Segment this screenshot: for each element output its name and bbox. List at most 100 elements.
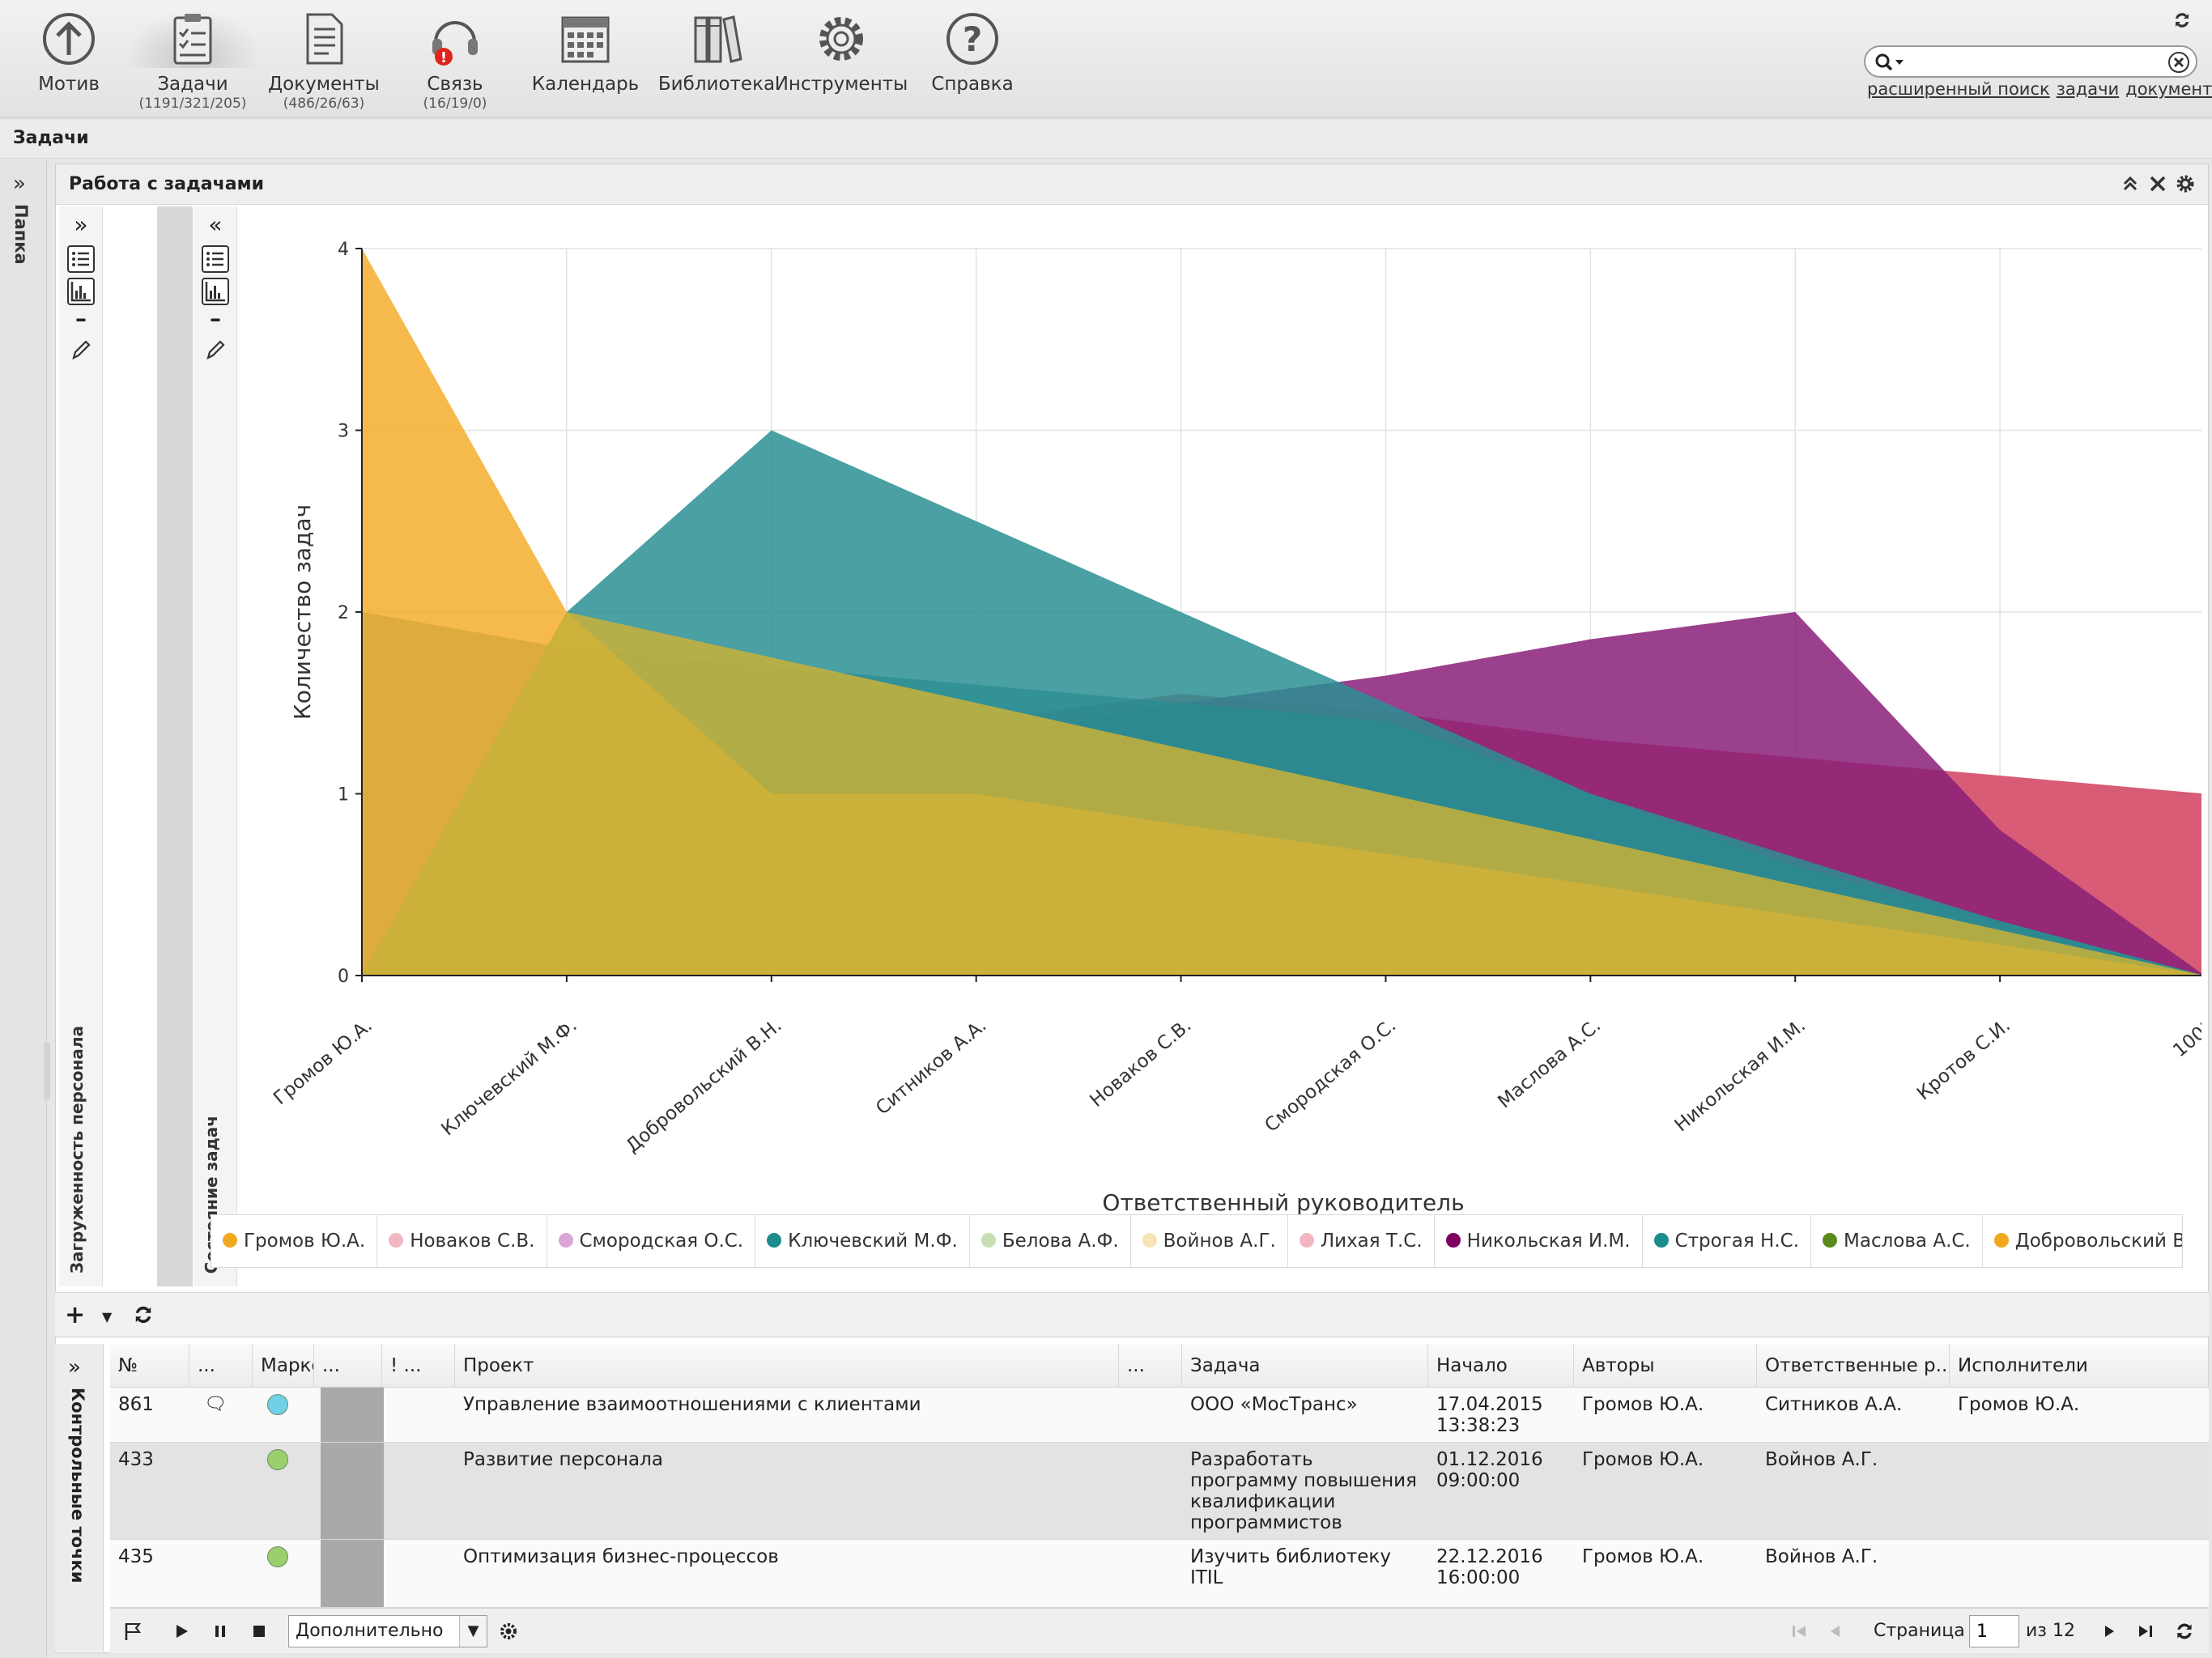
prev-page-icon[interactable]: [1823, 1620, 1846, 1643]
toolbar-button-label: Календарь: [531, 74, 640, 95]
chart-view-icon[interactable]: [67, 278, 95, 305]
column-header[interactable]: Задача: [1182, 1344, 1428, 1388]
search-icon[interactable]: [1874, 52, 1906, 73]
pause-icon[interactable]: [209, 1620, 232, 1643]
column-header[interactable]: ...: [1119, 1344, 1182, 1388]
toolbar-button-3[interactable]: ! Связь (16/19/0): [386, 10, 524, 112]
temperature-cell: [321, 1443, 384, 1539]
toolbar-button-4[interactable]: Календарь: [517, 10, 654, 96]
workload-strip: » – Загруженность персонала: [59, 206, 103, 1286]
column-header[interactable]: Проект: [455, 1344, 1119, 1388]
legend-label: Войнов А.Г.: [1163, 1231, 1276, 1252]
legend-item[interactable]: Лихая Т.С.: [1288, 1215, 1435, 1267]
splitter-gutter[interactable]: [157, 206, 193, 1286]
refresh-icon[interactable]: [2173, 1620, 2196, 1643]
advanced-search-link[interactable]: расширенный поиск: [1867, 79, 2050, 99]
legend-item[interactable]: Войнов А.Г.: [1131, 1215, 1288, 1267]
list-view-icon[interactable]: [202, 245, 229, 273]
refresh-icon[interactable]: [2172, 10, 2193, 31]
toolbar-button-label: Библиотека: [657, 74, 776, 95]
legend-label: Белова А.Ф.: [1002, 1231, 1119, 1252]
toolbar-button-1[interactable]: Задачи (1191/321/205): [124, 10, 262, 112]
table-row[interactable]: 861 Управление взаимоотношениями с клиент…: [110, 1388, 2209, 1443]
column-header[interactable]: Ответственные р...: [1757, 1344, 1950, 1388]
table-row[interactable]: 433 Развитие персонала Разработать програм…: [110, 1443, 2209, 1540]
refresh-icon[interactable]: [131, 1303, 155, 1327]
minimize-icon[interactable]: –: [75, 305, 87, 332]
comment-icon[interactable]: 🗨: [204, 1394, 227, 1414]
y-tick-label: 0: [338, 967, 349, 987]
last-page-icon[interactable]: [2134, 1620, 2157, 1643]
page-number-input[interactable]: [1969, 1615, 2019, 1647]
folder-strip[interactable]: » Папка: [0, 160, 50, 1658]
toolbar-button-5[interactable]: Библиотека: [648, 10, 785, 96]
column-header[interactable]: Авторы: [1574, 1344, 1757, 1388]
legend-item[interactable]: Смородская О.С.: [547, 1215, 756, 1267]
legend-item[interactable]: Маслова А.С.: [1811, 1215, 1983, 1267]
search-box[interactable]: [1864, 45, 2197, 78]
x-tick-label: Смородская О.С.: [1261, 1015, 1400, 1137]
column-header[interactable]: ! ...: [382, 1344, 455, 1388]
cell-authors: Громов Ю.А.: [1582, 1449, 1704, 1470]
temperature-cell: [321, 1388, 384, 1442]
expand-right-icon[interactable]: »: [74, 211, 88, 238]
toolbar-button-counts: (486/26/63): [283, 96, 365, 112]
toolbar-button-counts: (16/19/0): [423, 96, 487, 112]
books-icon: [694, 15, 742, 63]
column-header[interactable]: ...: [189, 1344, 253, 1388]
legend-item[interactable]: Громов Ю.А.: [211, 1215, 378, 1267]
stop-icon[interactable]: [248, 1620, 270, 1643]
mode-select[interactable]: Дополнительно ▼: [288, 1615, 487, 1647]
control-points-strip[interactable]: » Контрольные точки: [55, 1344, 104, 1652]
column-header[interactable]: Исполнители: [1950, 1344, 2209, 1388]
chevron-down-icon[interactable]: ▼: [459, 1616, 487, 1647]
first-page-icon[interactable]: [1788, 1620, 1810, 1643]
folder-strip-label: Папка: [11, 204, 31, 265]
column-header[interactable]: №: [110, 1344, 189, 1388]
splitter-handle[interactable]: [44, 1043, 50, 1099]
expand-control-points-icon[interactable]: »: [68, 1355, 81, 1380]
legend-item[interactable]: Ключевский М.Ф.: [755, 1215, 970, 1267]
toolbar-button-6[interactable]: Инструменты: [772, 10, 910, 96]
collapse-up-icon[interactable]: [2119, 172, 2142, 195]
flag-icon[interactable]: [121, 1620, 144, 1643]
next-page-icon[interactable]: [2099, 1620, 2121, 1643]
tasks-search-link[interactable]: задачи: [2056, 79, 2120, 99]
section-title: Задачи: [13, 128, 89, 148]
legend-color-dot: [1653, 1233, 1669, 1248]
clear-search-icon[interactable]: [2168, 52, 2189, 73]
toolbar-button-2[interactable]: Документы (486/26/63): [255, 10, 393, 112]
gear-refresh-icon[interactable]: [497, 1620, 520, 1643]
section-bar: Задачи: [0, 120, 2212, 159]
edit-pencil-icon[interactable]: [202, 336, 229, 363]
legend-item[interactable]: Новаков С.В.: [377, 1215, 547, 1267]
search-input[interactable]: [1914, 50, 2157, 73]
column-header[interactable]: Марке: [253, 1344, 314, 1388]
add-button[interactable]: +: [65, 1301, 86, 1329]
legend-item[interactable]: Строгая Н.С.: [1643, 1215, 1812, 1267]
play-icon[interactable]: [170, 1620, 193, 1643]
close-icon[interactable]: [2146, 172, 2169, 195]
legend-item[interactable]: Добровольский В.Н.: [1983, 1215, 2182, 1267]
chart-area: 0 1 2 3 4 Громов Ю.А. Ключевский М.Ф. Доброволь…: [242, 206, 2201, 1286]
settings-gear-icon[interactable]: [2174, 172, 2197, 195]
cell-task: Изучить библиотеку ITIL: [1190, 1546, 1391, 1588]
column-header-label: ...: [322, 1355, 340, 1376]
toolbar-button-0[interactable]: Мотив: [0, 10, 138, 96]
collapse-left-icon[interactable]: «: [208, 211, 223, 238]
legend-item[interactable]: Никольская И.М.: [1435, 1215, 1643, 1267]
legend-item[interactable]: Белова А.Ф.: [970, 1215, 1131, 1267]
table-row[interactable]: 435 Оптимизация бизнес-процессов Изучить б…: [110, 1540, 2209, 1608]
chart-view-icon[interactable]: [202, 278, 229, 305]
add-dropdown-arrow-icon[interactable]: ▼: [102, 1309, 113, 1324]
toolbar-button-7[interactable]: ? Справка: [904, 10, 1041, 96]
column-header[interactable]: ...: [314, 1344, 382, 1388]
minimize-icon[interactable]: –: [210, 305, 221, 332]
edit-pencil-icon[interactable]: [67, 336, 95, 363]
list-view-icon[interactable]: [67, 245, 95, 273]
column-header[interactable]: Начало: [1428, 1344, 1574, 1388]
expand-folder-icon[interactable]: »: [13, 172, 26, 196]
search-links: расширенный поиск задачидокументы: [1867, 79, 2212, 99]
documents-search-link[interactable]: документы: [2125, 79, 2212, 99]
column-header-label: Марке: [261, 1355, 313, 1376]
